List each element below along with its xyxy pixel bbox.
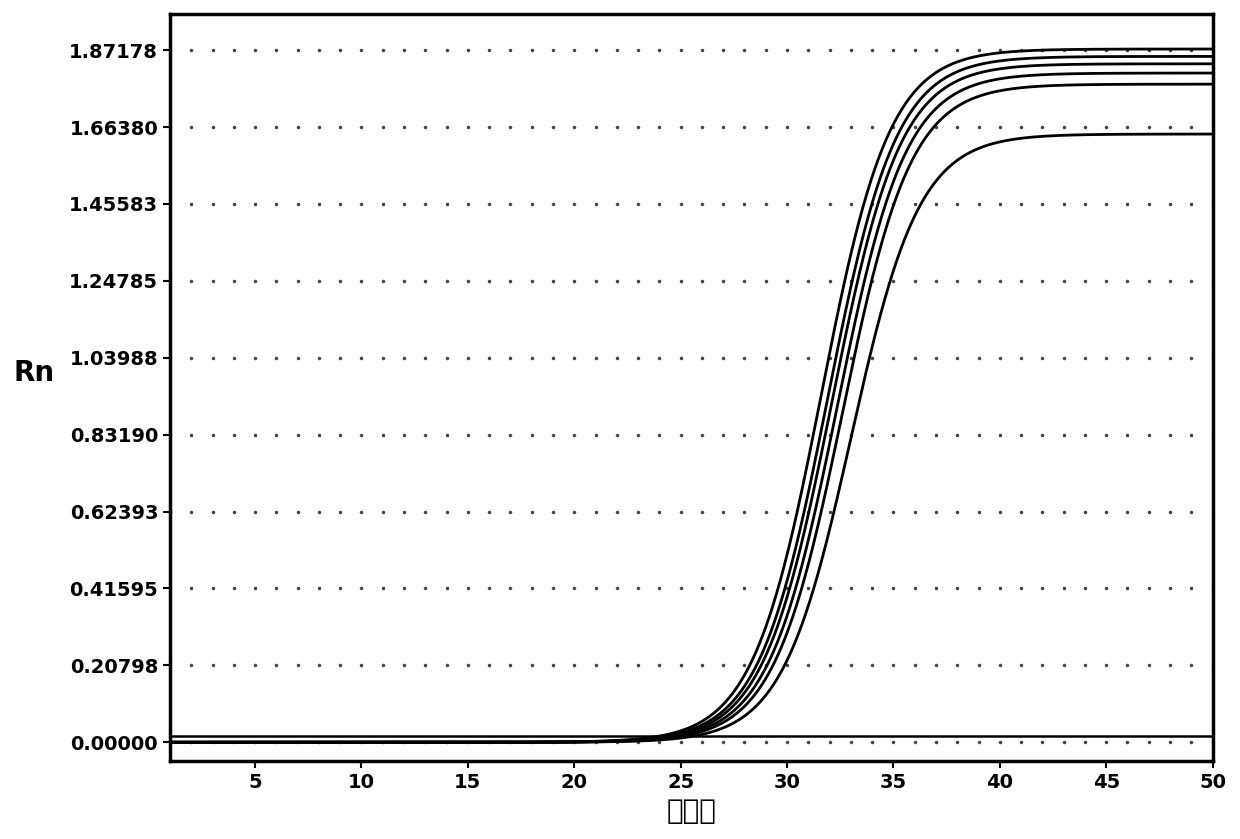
X-axis label: 循环数: 循环数 <box>666 797 717 825</box>
Y-axis label: Rn: Rn <box>14 359 55 388</box>
